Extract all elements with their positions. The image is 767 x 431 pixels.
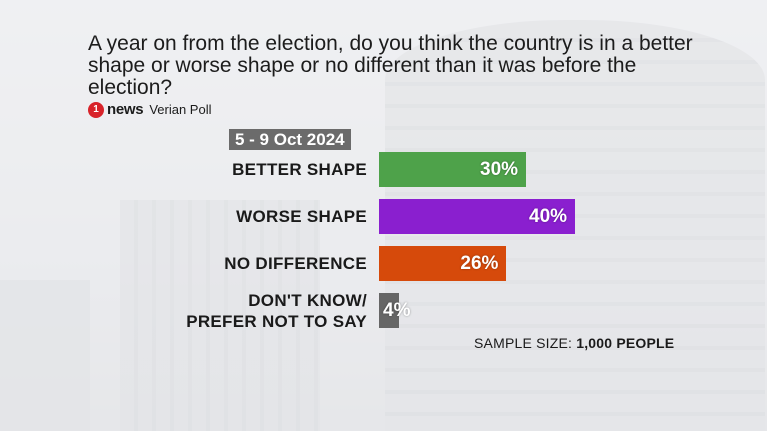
- brand: 1 news Verian Poll: [88, 101, 211, 118]
- value-label-no-difference: 26%: [460, 253, 499, 274]
- value-label-worse-shape: 40%: [529, 206, 568, 227]
- poll-name: Verian Poll: [149, 102, 212, 117]
- date-range-tag: 5 - 9 Oct 2024: [229, 129, 351, 150]
- sample-size: SAMPLE SIZE: 1,000 PEOPLE: [474, 335, 674, 351]
- bar-no-difference: [379, 246, 507, 281]
- bar-worse-shape: [379, 199, 575, 234]
- poll-question: A year on from the election, do you thin…: [88, 32, 693, 99]
- brand-name: news: [107, 101, 144, 118]
- category-label-no-difference: NO DIFFERENCE: [224, 254, 367, 273]
- sample-size-value: 1,000 PEOPLE: [576, 335, 675, 351]
- category-label-worse-shape: WORSE SHAPE: [236, 207, 367, 226]
- category-label-don-t-know-prefer-not-to-say: DON'T KNOW/ PREFER NOT TO SAY: [186, 290, 367, 331]
- sample-size-label: SAMPLE SIZE:: [474, 335, 573, 351]
- category-label-better-shape: BETTER SHAPE: [232, 160, 367, 179]
- bar-better-shape: [379, 152, 526, 187]
- value-label-better-shape: 30%: [480, 159, 519, 180]
- value-label-don-t-know-prefer-not-to-say: 4%: [383, 300, 411, 321]
- one-news-logo: 1: [88, 101, 104, 118]
- bar-don-t-know-prefer-not-to-say: [379, 293, 399, 328]
